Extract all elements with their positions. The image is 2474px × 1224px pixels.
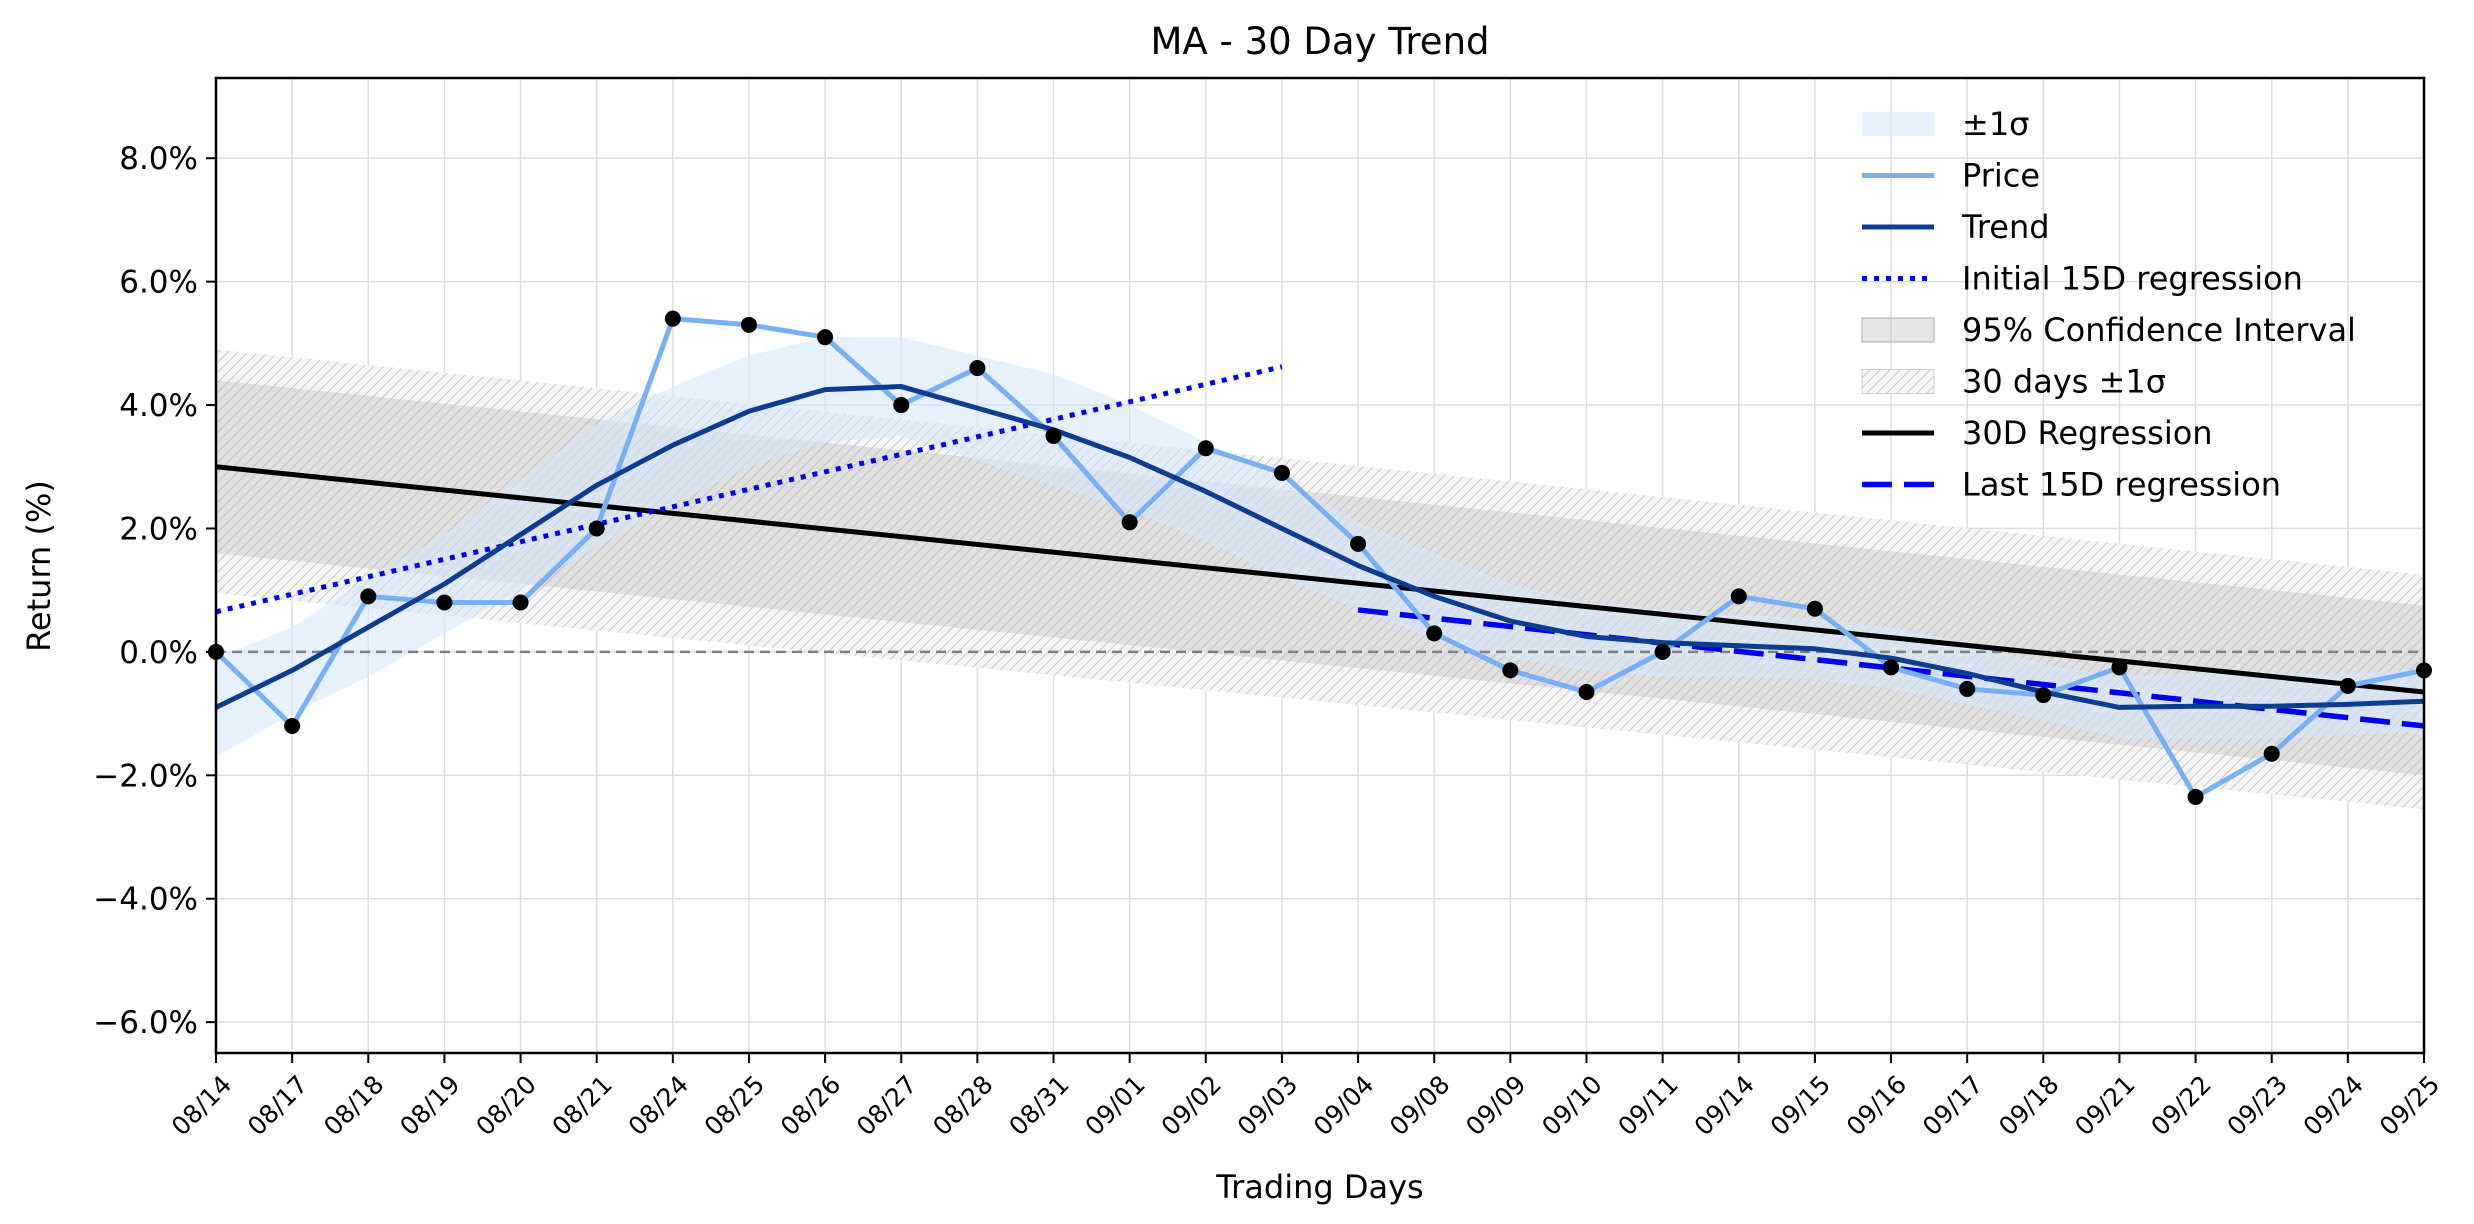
x-tick-label: 08/21 xyxy=(546,1070,617,1141)
x-tick-label: 09/24 xyxy=(2298,1070,2369,1141)
x-tick-label: 08/19 xyxy=(394,1070,465,1141)
price-point xyxy=(588,520,605,537)
trend-line xyxy=(216,384,2424,710)
y-tick-label: 2.0% xyxy=(119,511,198,547)
legend-label: 30 days ±1σ xyxy=(1962,363,2166,401)
y-tick-label: −6.0% xyxy=(93,1005,198,1041)
x-tick-label: 08/25 xyxy=(699,1070,770,1141)
price-point xyxy=(2035,687,2052,704)
y-tick-label: −2.0% xyxy=(93,758,198,794)
legend-item: Price xyxy=(1862,157,2040,195)
legend-label: Price xyxy=(1962,157,2040,195)
y-tick-label: −4.0% xyxy=(93,882,198,918)
legend-swatch xyxy=(1862,112,1934,136)
legend-label: ±1σ xyxy=(1962,105,2029,143)
x-tick-label: 08/18 xyxy=(318,1070,389,1141)
x-tick-label: 08/27 xyxy=(851,1070,922,1141)
price-point xyxy=(664,310,681,327)
chart-title: MA - 30 Day Trend xyxy=(1150,20,1489,63)
x-tick-label: 09/04 xyxy=(1308,1070,1379,1141)
price-point xyxy=(1806,600,1823,617)
price-point xyxy=(1654,643,1671,660)
price-point xyxy=(436,594,453,611)
lines xyxy=(216,316,2424,800)
legend-label: Initial 15D regression xyxy=(1962,260,2303,298)
legend-swatch-pattern xyxy=(1862,369,1934,394)
price-point xyxy=(284,717,301,734)
legend-label: Trend xyxy=(1961,208,2050,246)
price-point xyxy=(817,329,834,346)
x-tick-label: 08/14 xyxy=(166,1070,237,1141)
x-tick-label: 09/17 xyxy=(1917,1070,1988,1141)
x-tick-label: 09/09 xyxy=(1460,1070,1531,1141)
price-point xyxy=(1045,427,1062,444)
data-points xyxy=(208,310,2432,805)
price-point xyxy=(2339,677,2356,694)
price-point xyxy=(2111,659,2128,676)
x-tick-label: 08/31 xyxy=(1003,1070,1074,1141)
x-tick-label: 09/16 xyxy=(1841,1070,1912,1141)
price-point xyxy=(1502,662,1519,679)
price-point xyxy=(1350,535,1367,552)
y-tick-label: 6.0% xyxy=(119,265,198,301)
price-point xyxy=(2263,745,2280,762)
price-point xyxy=(512,594,529,611)
price-point xyxy=(1273,464,1290,481)
x-tick-label: 09/23 xyxy=(2222,1070,2293,1141)
price-point xyxy=(360,588,377,605)
x-tick-label: 09/25 xyxy=(2374,1070,2445,1141)
x-tick-label: 09/02 xyxy=(1156,1070,1227,1141)
regression-30d-line xyxy=(216,464,2424,695)
initial-15d-regression-line xyxy=(216,364,1283,615)
price-point xyxy=(893,397,910,414)
price-point xyxy=(2187,788,2204,805)
price-point xyxy=(969,360,986,377)
price-point xyxy=(1578,684,1595,701)
price-point xyxy=(1730,588,1747,605)
legend-item: 30 days ±1σ xyxy=(1861,363,2166,401)
x-tick-label: 09/01 xyxy=(1079,1070,1150,1141)
y-tick-label: 4.0% xyxy=(119,388,198,424)
y-tick-label: 8.0% xyxy=(119,141,198,177)
price-point xyxy=(1959,680,1976,697)
x-axis: 08/14 08/17 08/18 08/19 08/20 08/21 08/24 08/25… xyxy=(166,1053,2445,1141)
legend-item: ±1σ xyxy=(1862,105,2029,143)
legend-item: Initial 15D regression xyxy=(1862,260,2303,298)
x-tick-label: 09/03 xyxy=(1232,1070,1303,1141)
y-tick-label: 0.0% xyxy=(119,635,198,671)
price-point xyxy=(1197,440,1214,457)
price-point xyxy=(1121,514,1138,531)
x-tick-label: 09/22 xyxy=(2145,1070,2216,1141)
price-point xyxy=(740,316,757,333)
x-tick-label: 09/10 xyxy=(1536,1070,1607,1141)
x-tick-label: 08/20 xyxy=(470,1070,541,1141)
legend-label: Last 15D regression xyxy=(1962,466,2281,504)
x-tick-label: 08/24 xyxy=(623,1070,694,1141)
y-axis: −6.0% −4.0% −2.0% 0.0% 2.0% 4.0% 6.0% 8.0% xyxy=(93,141,216,1041)
x-tick-label: 08/26 xyxy=(775,1070,846,1141)
legend-item: Last 15D regression xyxy=(1862,466,2281,504)
legend-label: 30D Regression xyxy=(1962,414,2213,452)
x-tick-label: 09/14 xyxy=(1689,1070,1760,1141)
x-tick-label: 08/17 xyxy=(242,1070,313,1141)
price-point xyxy=(1426,625,1443,642)
x-tick-label: 08/28 xyxy=(927,1070,998,1141)
x-tick-label: 09/18 xyxy=(1993,1070,2064,1141)
y-axis-label: Return (%) xyxy=(20,480,58,652)
legend-swatch xyxy=(1861,317,1935,343)
price-line xyxy=(216,316,2424,800)
legend: ±1σ Price Trend Initial 15D regression 95% C… xyxy=(1861,105,2356,504)
plot-frame xyxy=(214,76,2426,1055)
x-tick-label: 09/11 xyxy=(1612,1070,1683,1141)
x-axis-label: Trading Days xyxy=(1215,1168,1423,1206)
x-tick-label: 09/21 xyxy=(2069,1070,2140,1141)
x-tick-label: 09/15 xyxy=(1765,1070,1836,1141)
price-point xyxy=(1883,659,1900,676)
legend-item: Trend xyxy=(1862,208,2050,246)
x-tick-label: 09/08 xyxy=(1384,1070,1455,1141)
legend-item: 95% Confidence Interval xyxy=(1861,311,2356,349)
legend-label: 95% Confidence Interval xyxy=(1962,311,2356,349)
legend-item: 30D Regression xyxy=(1862,414,2213,452)
